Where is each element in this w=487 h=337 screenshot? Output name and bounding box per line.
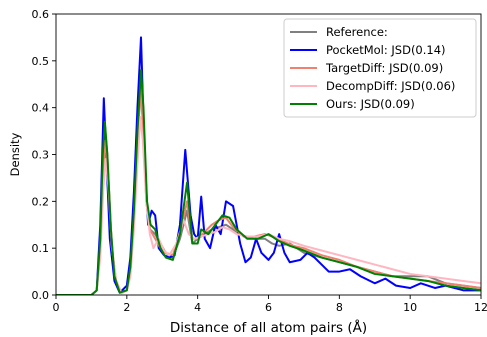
legend-label: DecompDiff: JSD(0.06): [326, 79, 455, 93]
x-axis: 0 2 4 6 8 10 12: [53, 295, 487, 314]
x-tick-label: 2: [123, 301, 130, 314]
legend-label: PocketMol: JSD(0.14): [326, 43, 446, 57]
legend-label: Ours: JSD(0.09): [326, 97, 415, 111]
series-layer: [56, 36, 481, 295]
y-tick-label: 0.5: [32, 55, 50, 68]
x-tick-label: 12: [474, 301, 487, 314]
y-tick-label: 0.3: [32, 149, 50, 162]
y-tick-label: 0.2: [32, 195, 50, 208]
x-axis-label: Distance of all atom pairs (Å): [170, 319, 367, 336]
y-axis-label: Density: [8, 132, 22, 176]
legend-label: TargetDiff: JSD(0.09): [325, 61, 443, 75]
legend-label: Reference:: [326, 25, 388, 39]
x-tick-label: 0: [53, 301, 60, 314]
x-tick-label: 10: [403, 301, 417, 314]
y-tick-label: 0.0: [32, 289, 50, 302]
y-axis: 0.0 0.1 0.2 0.3 0.4 0.5 0.6: [32, 8, 56, 302]
x-tick-label: 4: [194, 301, 201, 314]
y-tick-label: 0.4: [32, 102, 50, 115]
x-tick-label: 8: [336, 301, 343, 314]
series-line-4: [56, 116, 481, 295]
series-line-5: [56, 69, 481, 295]
x-tick-label: 6: [265, 301, 272, 314]
y-tick-label: 0.6: [32, 8, 50, 21]
legend: Reference: PocketMol: JSD(0.14) TargetDiff…: [283, 18, 477, 118]
legend-box: [283, 18, 477, 118]
y-tick-label: 0.1: [32, 242, 50, 255]
